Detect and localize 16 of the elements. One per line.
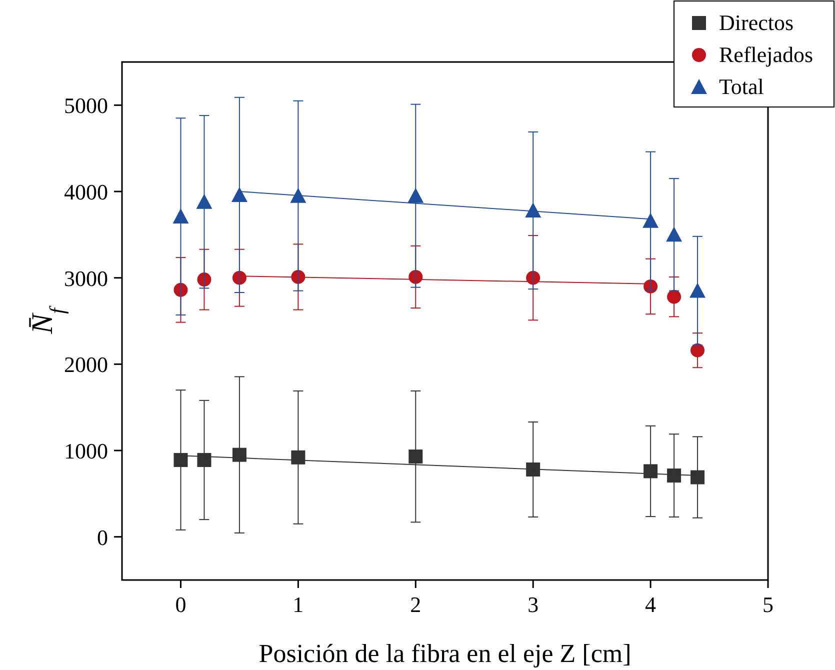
x-tick-label: 1	[292, 592, 304, 617]
y-tick-label: 3000	[64, 266, 108, 291]
x-tick-label: 0	[175, 592, 186, 617]
y-tick-label: 5000	[64, 93, 108, 118]
y-tick-label: 4000	[64, 180, 108, 204]
y-tick-label: 1000	[64, 438, 108, 464]
y-tick-label: 0	[97, 524, 108, 550]
legend-label: Total	[719, 74, 764, 99]
legend-label: Reflejados	[719, 42, 814, 67]
x-axis-title: Posición de la fibra en el eje Z [cm]	[258, 639, 632, 668]
x-tick-label: 3	[528, 592, 539, 617]
x-tick-label: 2	[410, 592, 422, 617]
legend-label: Directos	[719, 10, 794, 35]
y-tick-label: 2000	[64, 352, 108, 378]
x-tick-label: 5	[762, 592, 774, 617]
x-tick-label: 4	[645, 592, 656, 617]
